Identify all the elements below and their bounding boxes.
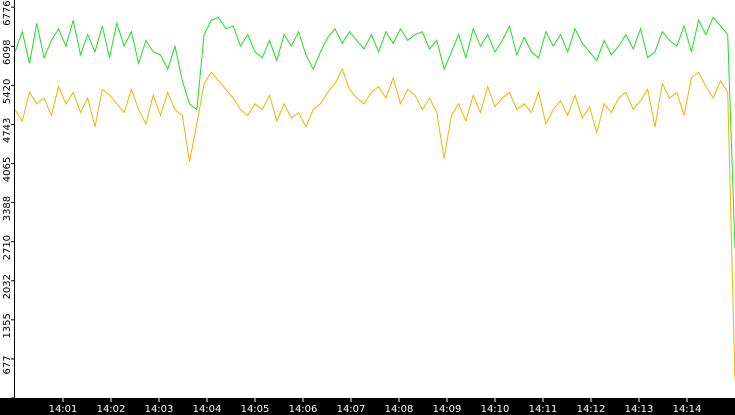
series-line <box>14 16 735 249</box>
x-tick-label: 14:09 <box>433 404 462 415</box>
x-tick-label: 14:01 <box>49 404 78 415</box>
x-tick-label: 14:13 <box>625 404 654 415</box>
y-tick-label: 3388 <box>2 196 13 221</box>
y-tick-label: 6098 <box>2 40 13 65</box>
x-tick-label: 14:05 <box>241 404 270 415</box>
x-tick-label: 14:07 <box>337 404 366 415</box>
x-tick-label: 14:14 <box>673 404 702 415</box>
y-tick-label: 2710 <box>2 235 13 260</box>
y-tick-label: 4743 <box>2 118 13 143</box>
x-tick-label: 14:03 <box>145 404 174 415</box>
y-tick-label: 2032 <box>2 274 13 299</box>
y-tick-label: 6776 <box>2 0 13 25</box>
x-axis-bar <box>0 398 735 415</box>
x-tick-label: 14:04 <box>193 404 222 415</box>
x-tick-label: 14:08 <box>385 404 414 415</box>
y-tick-label: 1355 <box>2 313 13 338</box>
x-tick-label: 14:11 <box>529 404 558 415</box>
y-tick-label: 0 <box>2 401 13 407</box>
y-tick-label: 677 <box>2 355 13 374</box>
x-tick-label: 14:12 <box>577 404 606 415</box>
y-tick-label: 5420 <box>2 79 13 104</box>
series-line <box>14 67 735 381</box>
x-tick-label: 14:02 <box>97 404 126 415</box>
x-tick-label: 14:06 <box>289 404 318 415</box>
y-tick-label: 4065 <box>2 157 13 182</box>
x-tick-label: 14:10 <box>481 404 510 415</box>
